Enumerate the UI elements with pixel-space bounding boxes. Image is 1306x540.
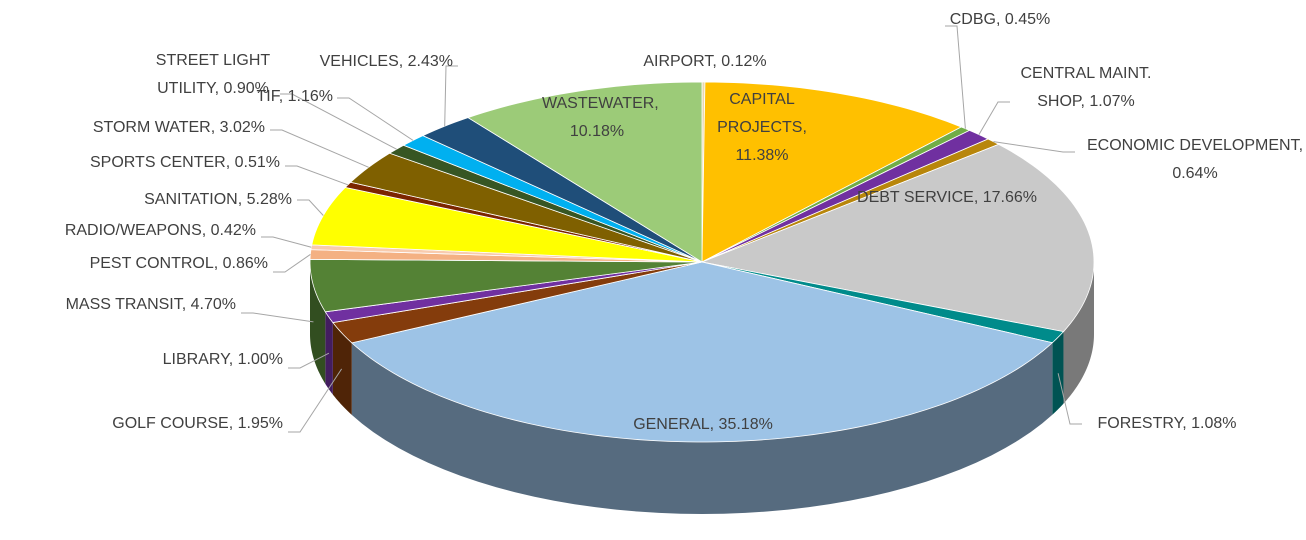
value-label: 3.02%: [219, 119, 265, 136]
value-label: 1.08%: [1191, 415, 1237, 432]
pie-side: [325, 311, 333, 395]
value-label: 1.00%: [237, 351, 283, 368]
category-label: STREET LIGHT UTILITY: [155, 52, 271, 97]
category-label: GOLF COURSE: [112, 415, 229, 432]
data-label: WASTEWATER, 10.18%: [542, 90, 659, 146]
value-label: 0.45%: [1004, 11, 1051, 28]
data-label: CDBG, 0.45%: [949, 11, 1051, 28]
data-label: CENTRAL MAINT. SHOP, 1.07%: [1020, 65, 1152, 110]
pie-slice: [700, 143, 1095, 333]
category-label: LIBRARY: [162, 351, 229, 368]
category-label: FORESTRY: [1097, 415, 1183, 432]
category-label: GENERAL: [633, 416, 710, 433]
value-label: 4.70%: [190, 296, 236, 313]
data-label: PEST CONTROL, 0.86%: [89, 255, 268, 272]
category-label: TIF: [256, 88, 279, 105]
category-label: CENTRAL MAINT. SHOP: [1020, 65, 1152, 110]
category-label: CAPITAL PROJECTS: [717, 91, 803, 136]
pie-slice: [421, 117, 703, 263]
leader-line: [273, 254, 311, 273]
data-label: MASS TRANSIT, 4.70%: [65, 296, 236, 313]
leader-line: [288, 352, 330, 369]
data-label: AIRPORT, 0.12%: [643, 53, 767, 70]
value-label: 0.86%: [222, 255, 268, 272]
pie-slice: [467, 81, 703, 263]
pie-side: [351, 342, 1053, 514]
leader-line: [285, 165, 349, 186]
category-label: STORM WATER: [92, 119, 211, 136]
leader-line: [280, 93, 397, 150]
data-label: DEBT SERVICE, 17.66%: [857, 189, 1037, 206]
leader-line: [337, 97, 414, 141]
pie-side: [1052, 331, 1064, 415]
value-label: 0.51%: [234, 154, 280, 171]
data-label: LIBRARY, 1.00%: [162, 351, 283, 368]
value-label: 0.42%: [210, 222, 256, 239]
leader-line: [297, 199, 324, 216]
value-label: 17.66%: [982, 189, 1037, 206]
pie-side: [332, 322, 352, 415]
leader-line: [241, 312, 314, 323]
pie-slice: [332, 261, 703, 344]
value-label: 35.18%: [718, 416, 773, 433]
category-label: RADIO/WEAPONS: [64, 222, 202, 239]
leader-line: [993, 141, 1075, 153]
value-label: 11.38%: [735, 147, 789, 164]
leader-line: [261, 236, 312, 248]
category-label: DEBT SERVICE: [857, 189, 974, 206]
data-label: RADIO/WEAPONS, 0.42%: [64, 222, 256, 239]
value-label: 0.12%: [721, 53, 767, 70]
category-label: MASS TRANSIT: [65, 296, 182, 313]
category-label: WASTEWATER: [542, 95, 655, 112]
pie-slice: [309, 258, 703, 313]
category-label: PEST CONTROL: [89, 255, 214, 272]
category-label: SANITATION: [144, 191, 238, 208]
category-label: SPORTS CENTER: [90, 154, 226, 171]
category-label: CDBG: [949, 11, 996, 28]
data-label: TIF, 1.16%: [256, 88, 333, 105]
value-label: 2.43%: [407, 53, 453, 70]
data-label: SPORTS CENTER, 0.51%: [90, 154, 280, 171]
data-label: ECONOMIC DEVELOPMENT, 0.64%: [1086, 137, 1304, 182]
category-label: ECONOMIC DEVELOPMENT: [1086, 137, 1299, 154]
value-label: 5.28%: [246, 191, 292, 208]
pie-side: [310, 262, 326, 384]
leader-line: [288, 368, 343, 433]
data-label: GENERAL, 35.18%: [633, 416, 773, 433]
value-label: 1.16%: [287, 88, 333, 105]
value-label: 0.90%: [223, 80, 269, 97]
value-label: 1.07%: [1089, 93, 1135, 110]
leader-line: [270, 129, 369, 168]
value-label: 1.95%: [237, 415, 283, 432]
value-label: 0.64%: [1172, 165, 1218, 182]
data-label: GOLF COURSE, 1.95%: [112, 415, 283, 432]
pie-slice: [701, 81, 963, 263]
leader-line: [945, 25, 966, 129]
leader-line: [444, 65, 458, 127]
data-label: CAPITAL PROJECTS, 11.38%: [717, 91, 807, 164]
category-label: AIRPORT: [643, 53, 713, 70]
value-label: 10.18%: [569, 123, 625, 140]
data-label: SANITATION, 5.28%: [144, 191, 292, 208]
category-label: VEHICLES: [319, 53, 399, 70]
leader-line: [978, 101, 1010, 135]
data-label: STORM WATER, 3.02%: [92, 119, 265, 136]
data-label: VEHICLES, 2.43%: [319, 53, 453, 70]
pie-slice: [350, 261, 1054, 443]
data-label: STREET LIGHT UTILITY, 0.90%: [155, 52, 271, 97]
data-label: FORESTRY, 1.08%: [1097, 415, 1237, 432]
leader-line: [1057, 373, 1082, 425]
